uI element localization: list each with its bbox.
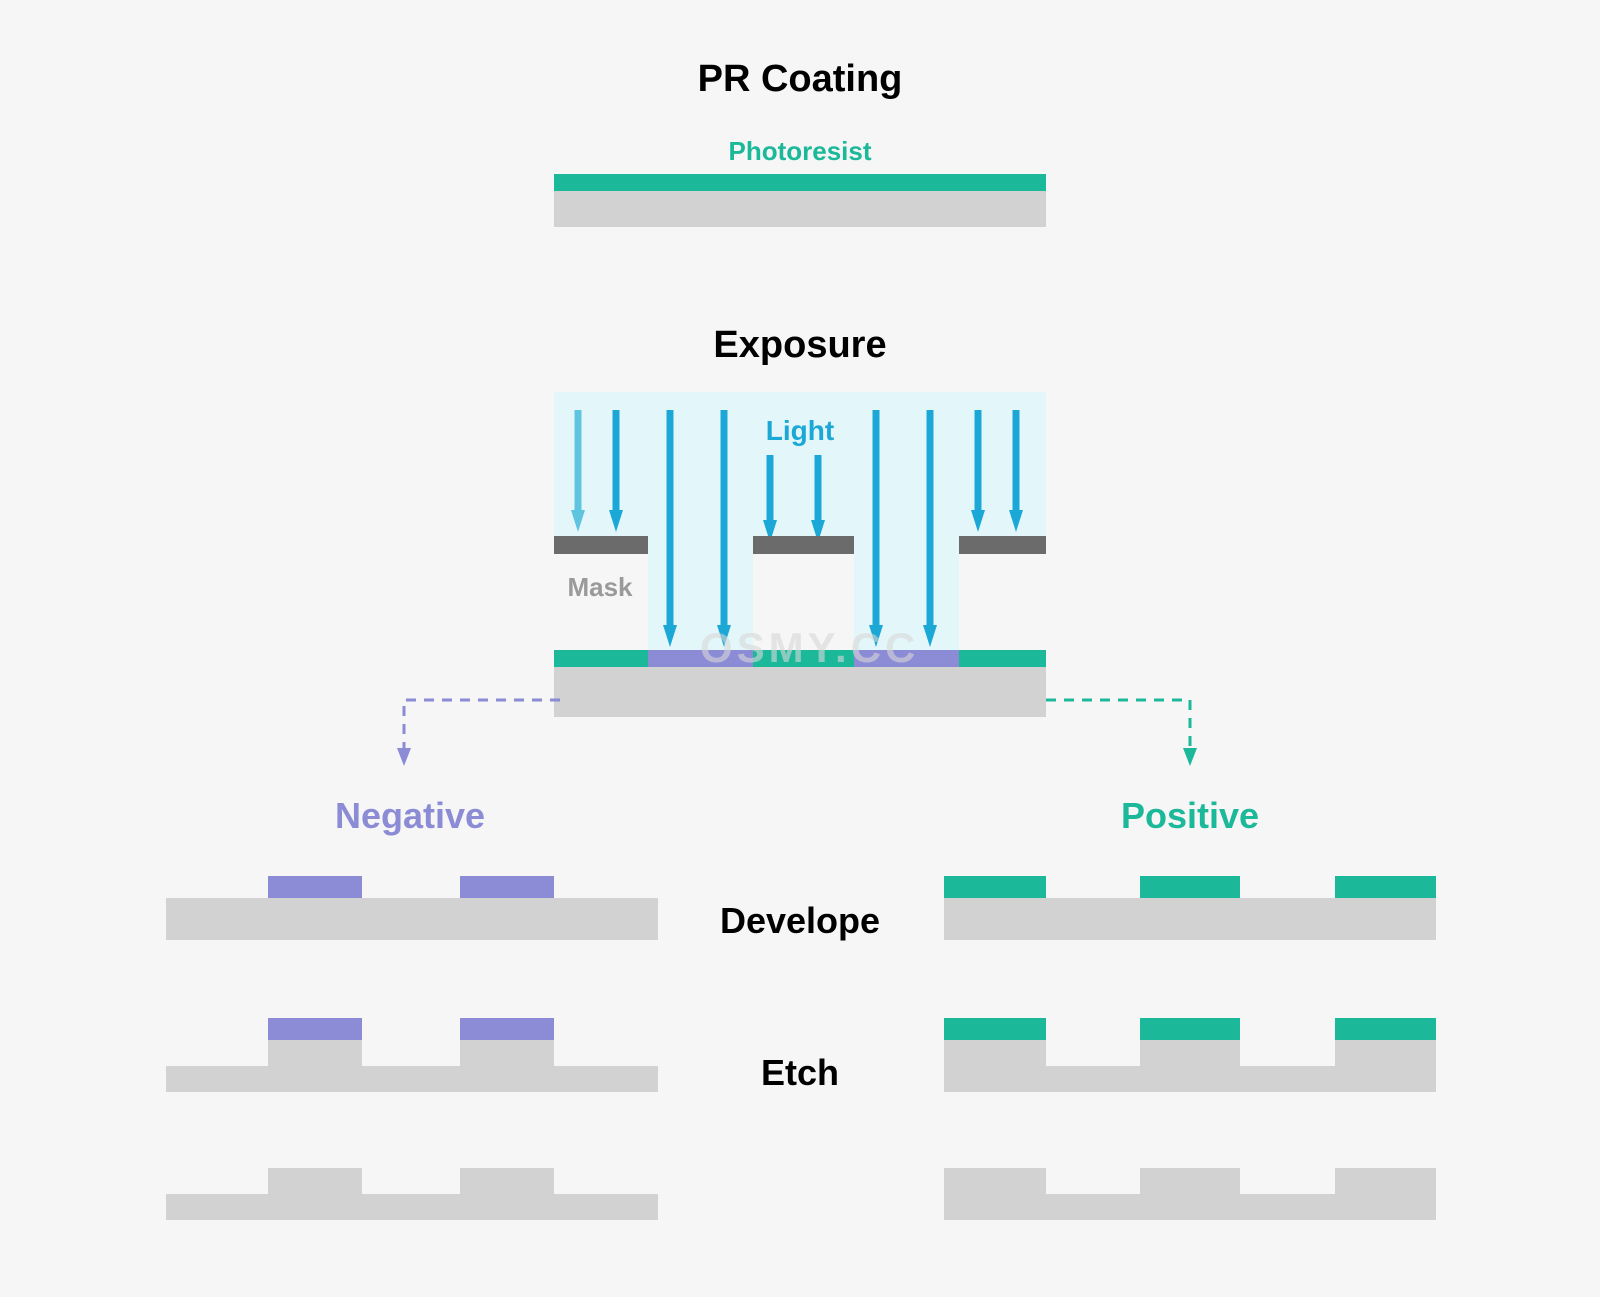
final-right-mesa-1 bbox=[944, 1168, 1046, 1194]
etch-right-block-3 bbox=[1335, 1018, 1436, 1040]
exposure-resist-5 bbox=[959, 650, 1046, 667]
title-exposure: Exposure bbox=[713, 324, 886, 367]
etch-right-mesa-3 bbox=[1335, 1040, 1436, 1066]
dev-left-wafer bbox=[166, 898, 658, 940]
diagram-canvas: PR Coating Photoresist Exposure Light Ma… bbox=[0, 0, 1600, 1297]
final-left-mesa-1 bbox=[268, 1168, 362, 1194]
light-arrow-2 bbox=[609, 410, 623, 532]
etch-right-block-1 bbox=[944, 1018, 1046, 1040]
dev-left-block-2 bbox=[460, 876, 554, 898]
final-right-mesa-2 bbox=[1140, 1168, 1240, 1194]
dev-right-block-3 bbox=[1335, 876, 1436, 898]
mask-segment-1 bbox=[554, 536, 648, 554]
light-arrow-10 bbox=[1009, 410, 1023, 532]
etch-right-base bbox=[944, 1066, 1436, 1092]
final-right-base bbox=[944, 1194, 1436, 1220]
final-right-mesa-3 bbox=[1335, 1168, 1436, 1194]
label-photoresist: Photoresist bbox=[728, 136, 871, 167]
etch-left-block-2 bbox=[460, 1018, 554, 1040]
exposure-wafer bbox=[554, 667, 1046, 717]
mask-segment-2 bbox=[753, 536, 854, 554]
label-positive: Positive bbox=[1121, 795, 1259, 837]
etch-right-mesa-1 bbox=[944, 1040, 1046, 1066]
final-left-base bbox=[166, 1194, 658, 1220]
etch-right-mesa-2 bbox=[1140, 1040, 1240, 1066]
watermark: OSMY.CC bbox=[700, 624, 919, 672]
label-negative: Negative bbox=[335, 795, 485, 837]
title-develope: Develope bbox=[720, 900, 880, 942]
pr-coating-wafer bbox=[554, 191, 1046, 227]
dev-right-wafer bbox=[944, 898, 1436, 940]
dev-right-block-2 bbox=[1140, 876, 1240, 898]
mask-segment-3 bbox=[959, 536, 1046, 554]
light-arrow-3 bbox=[663, 410, 677, 647]
etch-left-base bbox=[166, 1066, 658, 1092]
light-arrow-4 bbox=[717, 410, 731, 647]
etch-right-block-2 bbox=[1140, 1018, 1240, 1040]
final-left-mesa-2 bbox=[460, 1168, 554, 1194]
light-arrow-1 bbox=[571, 410, 585, 532]
title-pr-coating: PR Coating bbox=[698, 58, 903, 101]
dev-right-block-1 bbox=[944, 876, 1046, 898]
label-light: Light bbox=[766, 415, 834, 447]
label-mask: Mask bbox=[567, 572, 632, 603]
etch-left-block-1 bbox=[268, 1018, 362, 1040]
pr-coating-resist bbox=[554, 174, 1046, 191]
etch-left-mesa-2 bbox=[460, 1040, 554, 1066]
title-etch: Etch bbox=[761, 1052, 839, 1094]
light-arrow-7 bbox=[869, 410, 883, 647]
etch-left-mesa-1 bbox=[268, 1040, 362, 1066]
exposure-resist-1 bbox=[554, 650, 648, 667]
light-arrow-9 bbox=[971, 410, 985, 532]
light-arrow-6 bbox=[811, 455, 825, 542]
dev-left-block-1 bbox=[268, 876, 362, 898]
light-arrow-5 bbox=[763, 455, 777, 542]
light-arrow-8 bbox=[923, 410, 937, 647]
